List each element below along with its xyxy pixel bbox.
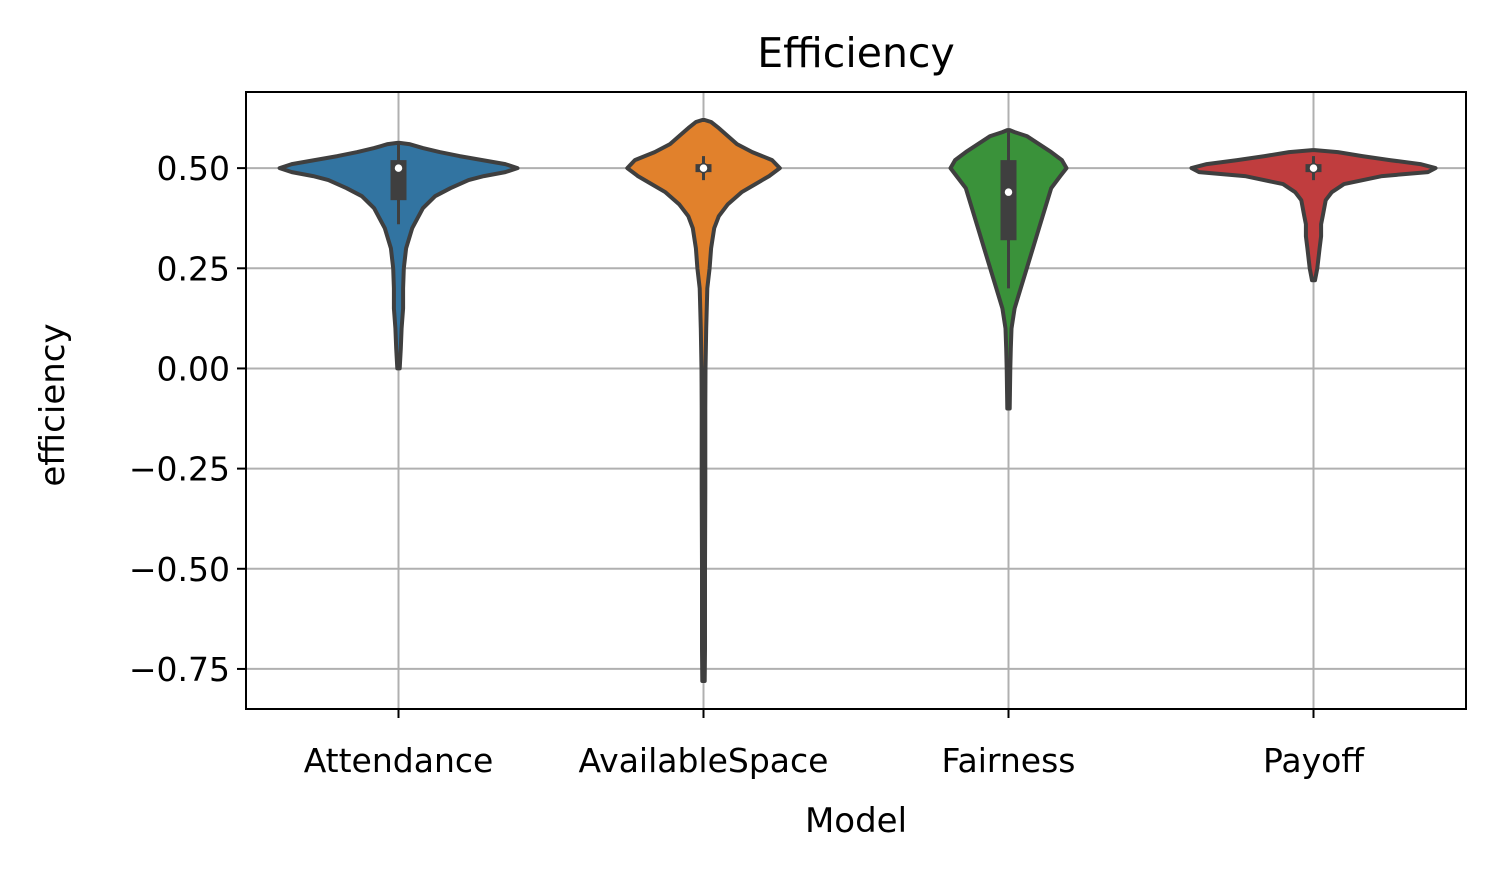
- x-tick-label: Attendance: [304, 741, 494, 780]
- violins: [277, 118, 1438, 683]
- x-axis-label: Model: [805, 801, 907, 841]
- y-tick-label: −0.75: [129, 650, 230, 689]
- y-tick-label: −0.25: [129, 450, 230, 489]
- violin-median-dot: [393, 162, 404, 174]
- chart-title: Efficiency: [757, 29, 955, 77]
- violin-median-dot: [1308, 162, 1319, 174]
- y-tick-label: 0.00: [157, 349, 230, 388]
- y-tick-label: 0.25: [157, 249, 230, 288]
- violin-median-dot: [1003, 186, 1014, 198]
- y-axis-ticks: 0.50 0.25 0.00 −0.25 −0.50 −0.75: [129, 149, 246, 689]
- violin-body: [625, 118, 782, 683]
- violin-iqr-box: [1000, 160, 1017, 241]
- x-tick-label: Payoff: [1263, 741, 1365, 780]
- violin-availablespace: [625, 118, 782, 683]
- violin-median-dot: [698, 162, 709, 174]
- violin-attendance: [277, 140, 520, 371]
- y-tick-label: −0.50: [129, 550, 230, 589]
- violin-body: [1189, 148, 1438, 283]
- violin-fairness: [948, 128, 1069, 411]
- x-axis-ticks: Attendance AvailableSpace Fairness Payoff: [304, 709, 1365, 780]
- plot-frame: [245, 91, 1467, 710]
- violin-body: [277, 140, 520, 371]
- y-tick-label: 0.50: [157, 149, 230, 188]
- x-tick-label: AvailableSpace: [579, 741, 829, 780]
- grid-lines: [246, 92, 1466, 709]
- violin-payoff: [1189, 148, 1438, 283]
- y-axis-label: efficiency: [33, 323, 73, 486]
- x-tick-label: Fairness: [942, 741, 1076, 780]
